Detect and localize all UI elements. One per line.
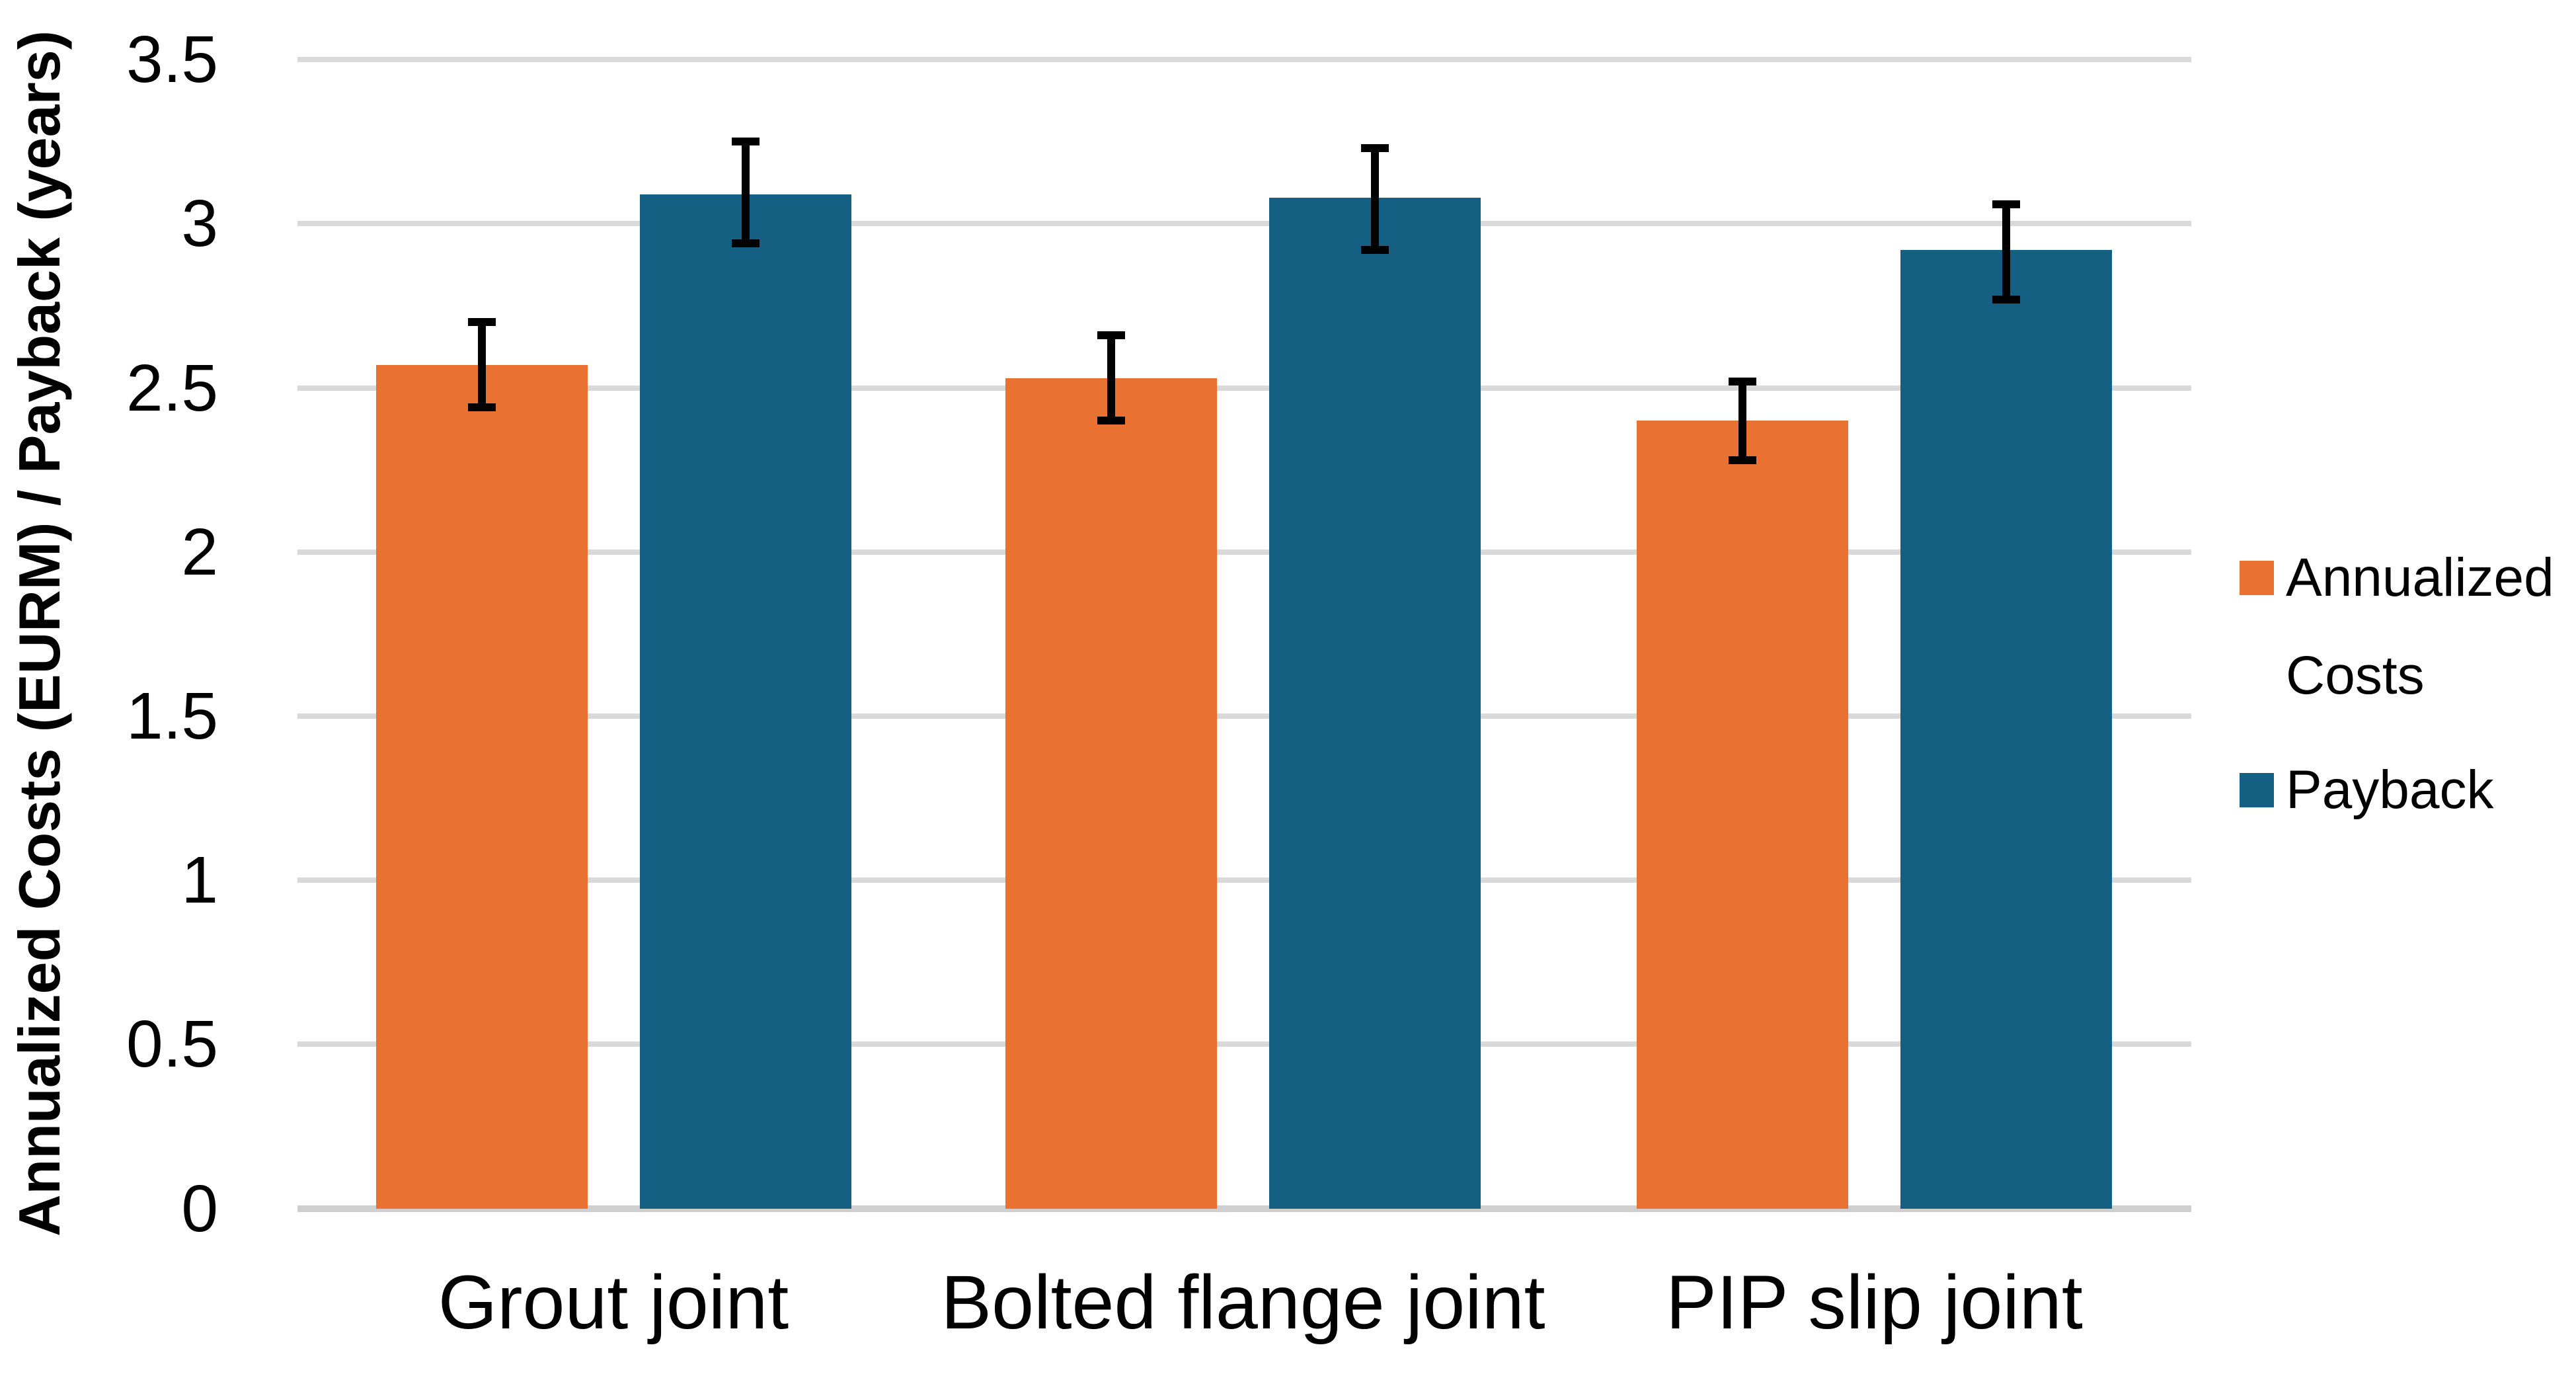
error-bar-cap-bottom-payback-grout-joint: [731, 239, 760, 248]
error-bar-stem-annualized-costs-pip-slip-joint: [1738, 381, 1746, 460]
gridline: [297, 57, 2191, 63]
gridline: [297, 221, 2191, 227]
bar-payback-pip-slip-joint: [1900, 250, 2112, 1209]
x-axis-line: [297, 1205, 2191, 1212]
bar-payback-bolted-flange-joint: [1269, 197, 1481, 1209]
x-category-label-pip-slip-joint: PIP slip joint: [1666, 1260, 2083, 1345]
error-bar-cap-bottom-payback-pip-slip-joint: [1992, 295, 2020, 304]
gridline: [297, 549, 2191, 555]
error-bar-stem-annualized-costs-grout-joint: [477, 322, 486, 408]
error-bar-stem-payback-pip-slip-joint: [2002, 204, 2010, 300]
bar-annualized-costs-pip-slip-joint: [1637, 421, 1848, 1209]
y-tick-label: 3: [181, 186, 218, 261]
y-tick-label: 0.5: [126, 1007, 218, 1082]
x-category-label-grout-joint: Grout joint: [438, 1260, 789, 1345]
legend: Annualized Costs Payback: [2240, 529, 2573, 839]
gridline: [297, 877, 2191, 883]
legend-entry-annualized-costs: Annualized Costs: [2240, 529, 2573, 725]
error-bar-cap-bottom-annualized-costs-pip-slip-joint: [1729, 456, 1756, 464]
legend-label: Annualized Costs: [2286, 548, 2554, 706]
error-bar-cap-top-annualized-costs-pip-slip-joint: [1729, 377, 1756, 386]
legend-swatch-annualized-costs: [2240, 561, 2274, 595]
error-bar-cap-top-payback-bolted-flange-joint: [1361, 144, 1389, 153]
y-tick-label: 2: [181, 514, 218, 589]
gridline: [297, 1041, 2191, 1047]
error-bar-cap-top-annualized-costs-bolted-flange-joint: [1097, 331, 1125, 340]
legend-label: Payback: [2286, 760, 2494, 820]
y-tick-label: 3.5: [126, 22, 218, 97]
legend-entry-payback: Payback: [2240, 741, 2573, 839]
error-bar-cap-top-annualized-costs-grout-joint: [467, 318, 496, 327]
error-bar-cap-bottom-annualized-costs-grout-joint: [467, 403, 496, 412]
error-bar-stem-payback-grout-joint: [741, 142, 750, 244]
legend-swatch-payback: [2240, 773, 2274, 807]
error-bar-cap-bottom-annualized-costs-bolted-flange-joint: [1097, 417, 1125, 425]
y-tick-label: 1.5: [126, 679, 218, 753]
y-tick-label: 2.5: [126, 350, 218, 425]
gridline: [297, 713, 2191, 719]
error-bar-stem-payback-bolted-flange-joint: [1371, 148, 1379, 251]
bar-annualized-costs-bolted-flange-joint: [1005, 378, 1217, 1209]
bar-payback-grout-joint: [639, 194, 851, 1209]
bar-annualized-costs-grout-joint: [375, 364, 588, 1209]
error-bar-cap-top-payback-pip-slip-joint: [1992, 200, 2020, 208]
error-bar-cap-bottom-payback-bolted-flange-joint: [1361, 246, 1389, 255]
y-tick-label: 0: [181, 1171, 218, 1246]
error-bar-stem-annualized-costs-bolted-flange-joint: [1107, 335, 1115, 421]
error-bar-cap-top-payback-grout-joint: [731, 138, 760, 146]
x-category-label-bolted-flange-joint: Bolted flange joint: [941, 1260, 1545, 1345]
gridline: [297, 385, 2191, 391]
y-tick-label: 1: [181, 843, 218, 918]
